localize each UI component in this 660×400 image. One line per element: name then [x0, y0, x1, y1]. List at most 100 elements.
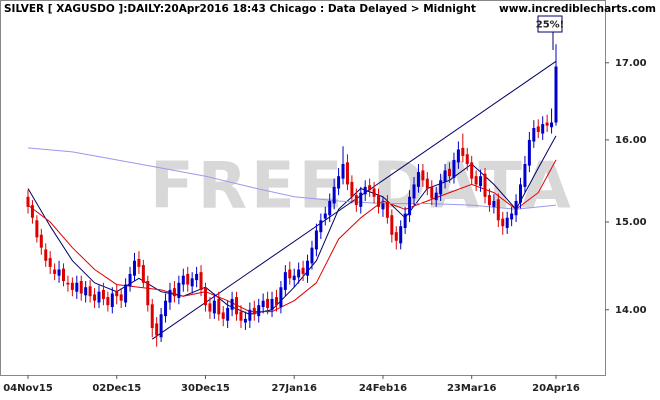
candle-body — [261, 300, 265, 308]
candle-body — [26, 196, 30, 207]
candle-body — [519, 184, 523, 203]
candle-body — [359, 192, 363, 207]
x-tick-label: 24Feb16 — [359, 383, 407, 394]
annotation: 25%! — [536, 20, 565, 31]
candle-body — [274, 297, 278, 306]
x-tick-label: 23Mar16 — [447, 383, 497, 394]
candle-body — [270, 298, 274, 310]
candle-body — [132, 260, 136, 276]
candle-body — [527, 139, 531, 166]
x-tick-label: 30Dec15 — [181, 383, 230, 394]
candle-body — [483, 173, 487, 197]
candle-body — [88, 286, 92, 297]
candle-body — [141, 265, 145, 283]
candle-body — [199, 272, 203, 290]
y-tick-label: 15.00 — [615, 217, 647, 228]
plot-area — [0, 0, 606, 376]
candle-body — [57, 269, 61, 276]
candle-body — [550, 122, 554, 128]
candle-body — [177, 282, 181, 298]
candle-body — [421, 170, 425, 181]
candle-body — [257, 305, 261, 317]
y-tick-label: 14.00 — [615, 305, 647, 316]
candle-body — [372, 188, 376, 197]
candle-body — [403, 213, 407, 228]
candle-body — [301, 267, 305, 274]
candle-body — [230, 298, 234, 310]
candle-body — [479, 176, 483, 187]
candle-body — [461, 147, 465, 156]
candle-body — [252, 307, 256, 315]
candle-body — [61, 268, 65, 282]
candle-body — [554, 66, 558, 123]
candle-body — [443, 170, 447, 182]
candle-body — [266, 298, 270, 308]
candle-body — [545, 122, 549, 126]
candle-body — [297, 269, 301, 278]
candle-body — [536, 126, 540, 132]
candle-body — [452, 159, 456, 178]
candle-body — [541, 124, 545, 134]
candle-body — [186, 273, 190, 285]
candle-body — [345, 162, 349, 185]
candle-body — [394, 232, 398, 241]
candle-body — [439, 180, 443, 195]
candle-body — [226, 307, 230, 321]
candle-body — [328, 200, 332, 216]
candle-body — [456, 149, 460, 163]
candle-body — [532, 128, 536, 142]
candle-body — [501, 218, 505, 227]
x-tick-label: 20Apr16 — [532, 383, 580, 394]
candle-body — [70, 282, 74, 290]
candle-body — [243, 318, 247, 323]
candle-body — [239, 311, 243, 321]
candle-body — [212, 300, 216, 314]
candle-body — [168, 289, 172, 303]
candle-body — [332, 186, 336, 204]
candle-body — [203, 288, 207, 306]
candle-body — [430, 186, 434, 199]
candle-body — [283, 272, 287, 290]
candle-body — [350, 181, 354, 197]
source: www.incrediblecharts.com — [499, 3, 656, 15]
candle-body — [319, 220, 323, 233]
y-tick-label: 16.00 — [615, 135, 647, 146]
annotation-box — [537, 15, 563, 33]
candle-body — [155, 323, 159, 336]
candle-body — [337, 176, 341, 189]
candle-body — [146, 281, 150, 306]
candle-body — [412, 184, 416, 199]
candle-body — [408, 196, 412, 216]
candle-body — [110, 293, 114, 308]
candle-body — [172, 288, 176, 297]
candle-body — [190, 278, 194, 287]
candle-body — [514, 200, 518, 216]
candle-body — [354, 195, 358, 206]
candle-body — [137, 258, 141, 267]
candle-body — [101, 289, 105, 299]
candle-body — [368, 185, 372, 191]
candle-body — [496, 199, 500, 221]
candle-body — [310, 247, 314, 264]
candle-body — [288, 269, 292, 279]
candle-body — [235, 297, 239, 315]
candle-body — [159, 314, 163, 338]
candle-body — [492, 200, 496, 207]
chart-title: SILVER [ XAGUSDO ]:DAILY:20Apr2016 18:43… — [4, 3, 476, 15]
candle-body — [314, 230, 318, 250]
candle-body — [115, 291, 119, 297]
candle-body — [79, 281, 83, 294]
candle-body — [39, 234, 43, 248]
candle-body — [390, 215, 394, 235]
overlay-line — [27, 147, 557, 210]
candle-body — [292, 275, 296, 281]
candle-body — [399, 226, 403, 244]
candle-body — [425, 178, 429, 189]
candle-body — [66, 282, 70, 285]
candle-body — [465, 154, 469, 164]
candle-body — [510, 213, 514, 220]
candle-body — [35, 220, 39, 238]
candle-body — [306, 260, 310, 276]
candle-body — [195, 273, 199, 281]
